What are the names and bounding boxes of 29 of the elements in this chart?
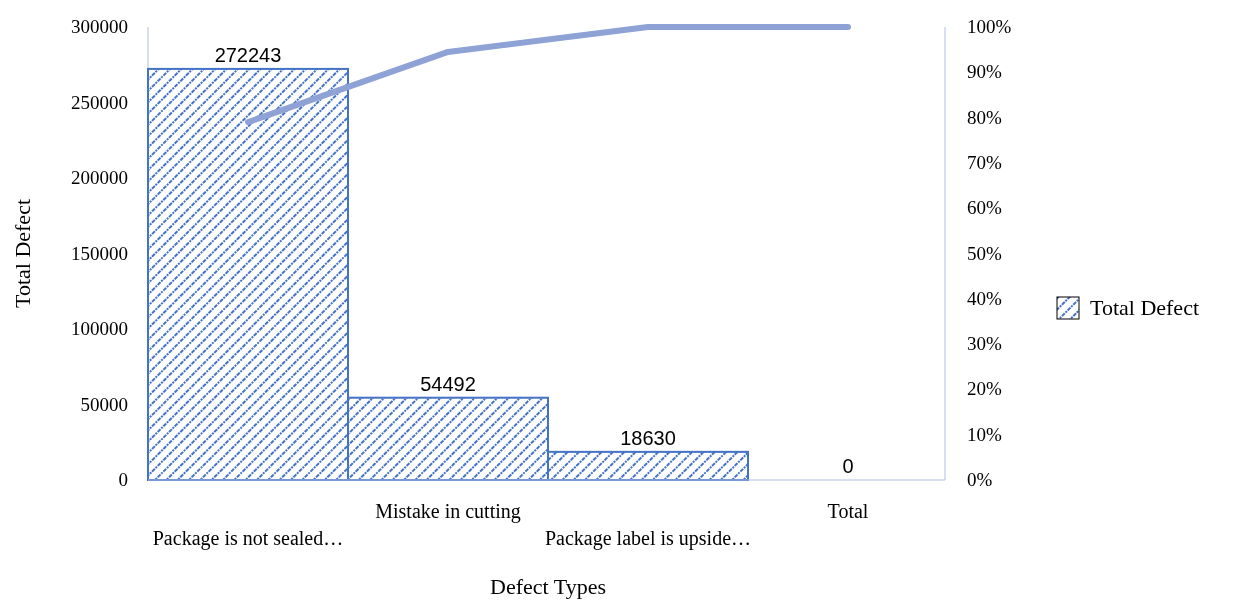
y2-tick-label: 80% [967, 106, 1002, 128]
y-tick-label: 50000 [80, 393, 128, 415]
y-tick-label: 300000 [71, 16, 128, 37]
x-tick-label: Package label is upside… [544, 527, 752, 550]
y-tick-label: 0 [118, 469, 128, 490]
y-tick-label: 100000 [71, 318, 128, 339]
y2-tick-label: 10% [967, 423, 1002, 445]
data-label: 272243 [214, 43, 282, 66]
y2-tick-label: 0% [967, 469, 993, 490]
y2-tick-label: 40% [967, 287, 1002, 309]
y2-tick-label: 70% [967, 151, 1002, 173]
y2-tick-label: 30% [967, 333, 1002, 355]
y-tick-label: 250000 [71, 91, 128, 113]
y-tick-label: 150000 [71, 242, 128, 264]
x-axis-title: Defect Types [490, 574, 606, 599]
y2-tick-label: 20% [967, 378, 1002, 400]
y2-tick-label: 100% [967, 16, 1012, 37]
y2-tick-label: 50% [967, 242, 1002, 264]
y2-tick-label: 60% [967, 197, 1002, 219]
y-axis-title: Total Defect [10, 198, 35, 309]
x-tick-label: Package is not sealed… [152, 527, 344, 550]
data-label: 0 [842, 455, 854, 477]
data-label: 18630 [620, 426, 676, 449]
x-tick-label: Mistake in cutting [375, 500, 521, 523]
y-tick-label: 200000 [71, 167, 128, 188]
data-label: 54492 [420, 372, 476, 395]
x-tick-label: Total [827, 500, 869, 522]
legend-label: Total Defect [1090, 295, 1200, 320]
y2-tick-label: 90% [967, 61, 1002, 83]
